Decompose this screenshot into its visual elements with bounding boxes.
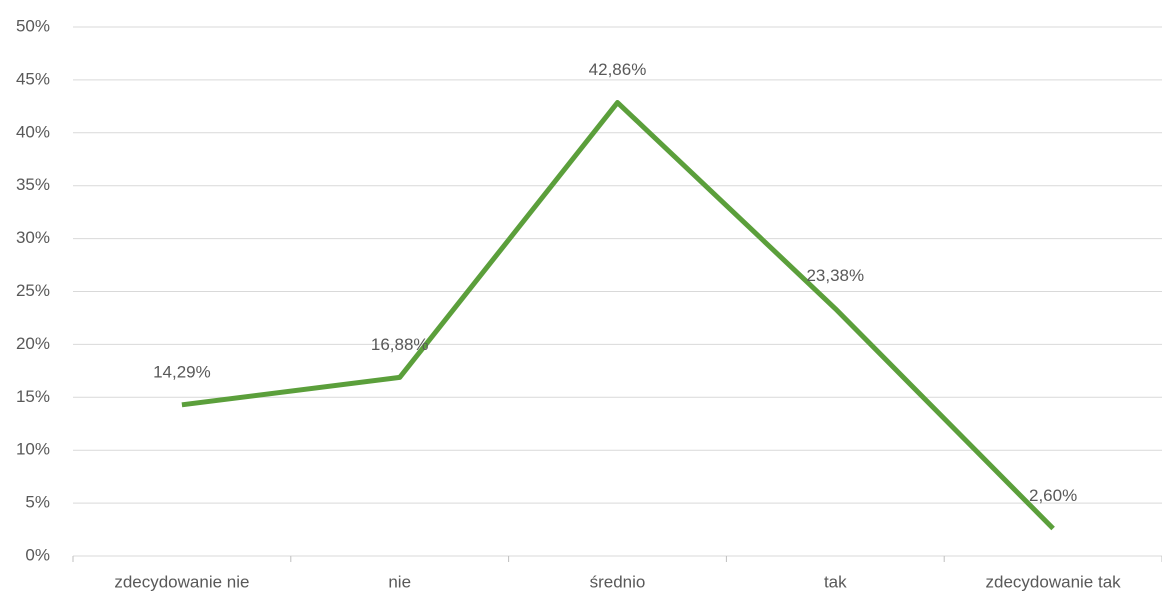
y-tick-label: 20% [16, 334, 50, 353]
y-tick-label: 15% [16, 387, 50, 406]
y-tick-label: 40% [16, 122, 50, 141]
y-tick-label: 10% [16, 440, 50, 459]
x-tick-label: tak [824, 572, 847, 591]
data-label: 16,88% [371, 335, 429, 354]
line [181, 100, 1055, 531]
y-tick-label: 50% [16, 16, 50, 35]
data-label: 14,29% [153, 362, 211, 381]
data-label: 42,86% [589, 60, 647, 79]
y-tick-label: 0% [25, 545, 50, 564]
x-tick-label: zdecydowanie nie [114, 572, 249, 591]
data-label: 2,60% [1029, 486, 1077, 505]
data-label: 23,38% [806, 266, 864, 285]
y-tick-label: 5% [25, 493, 50, 512]
y-tick-label: 35% [16, 175, 50, 194]
x-tick-label: średnio [590, 572, 646, 591]
y-tick-label: 30% [16, 228, 50, 247]
x-tick-label: nie [388, 572, 411, 591]
x-tick-label: zdecydowanie tak [986, 572, 1122, 591]
y-tick-label: 25% [16, 281, 50, 300]
y-tick-label: 45% [16, 69, 50, 88]
